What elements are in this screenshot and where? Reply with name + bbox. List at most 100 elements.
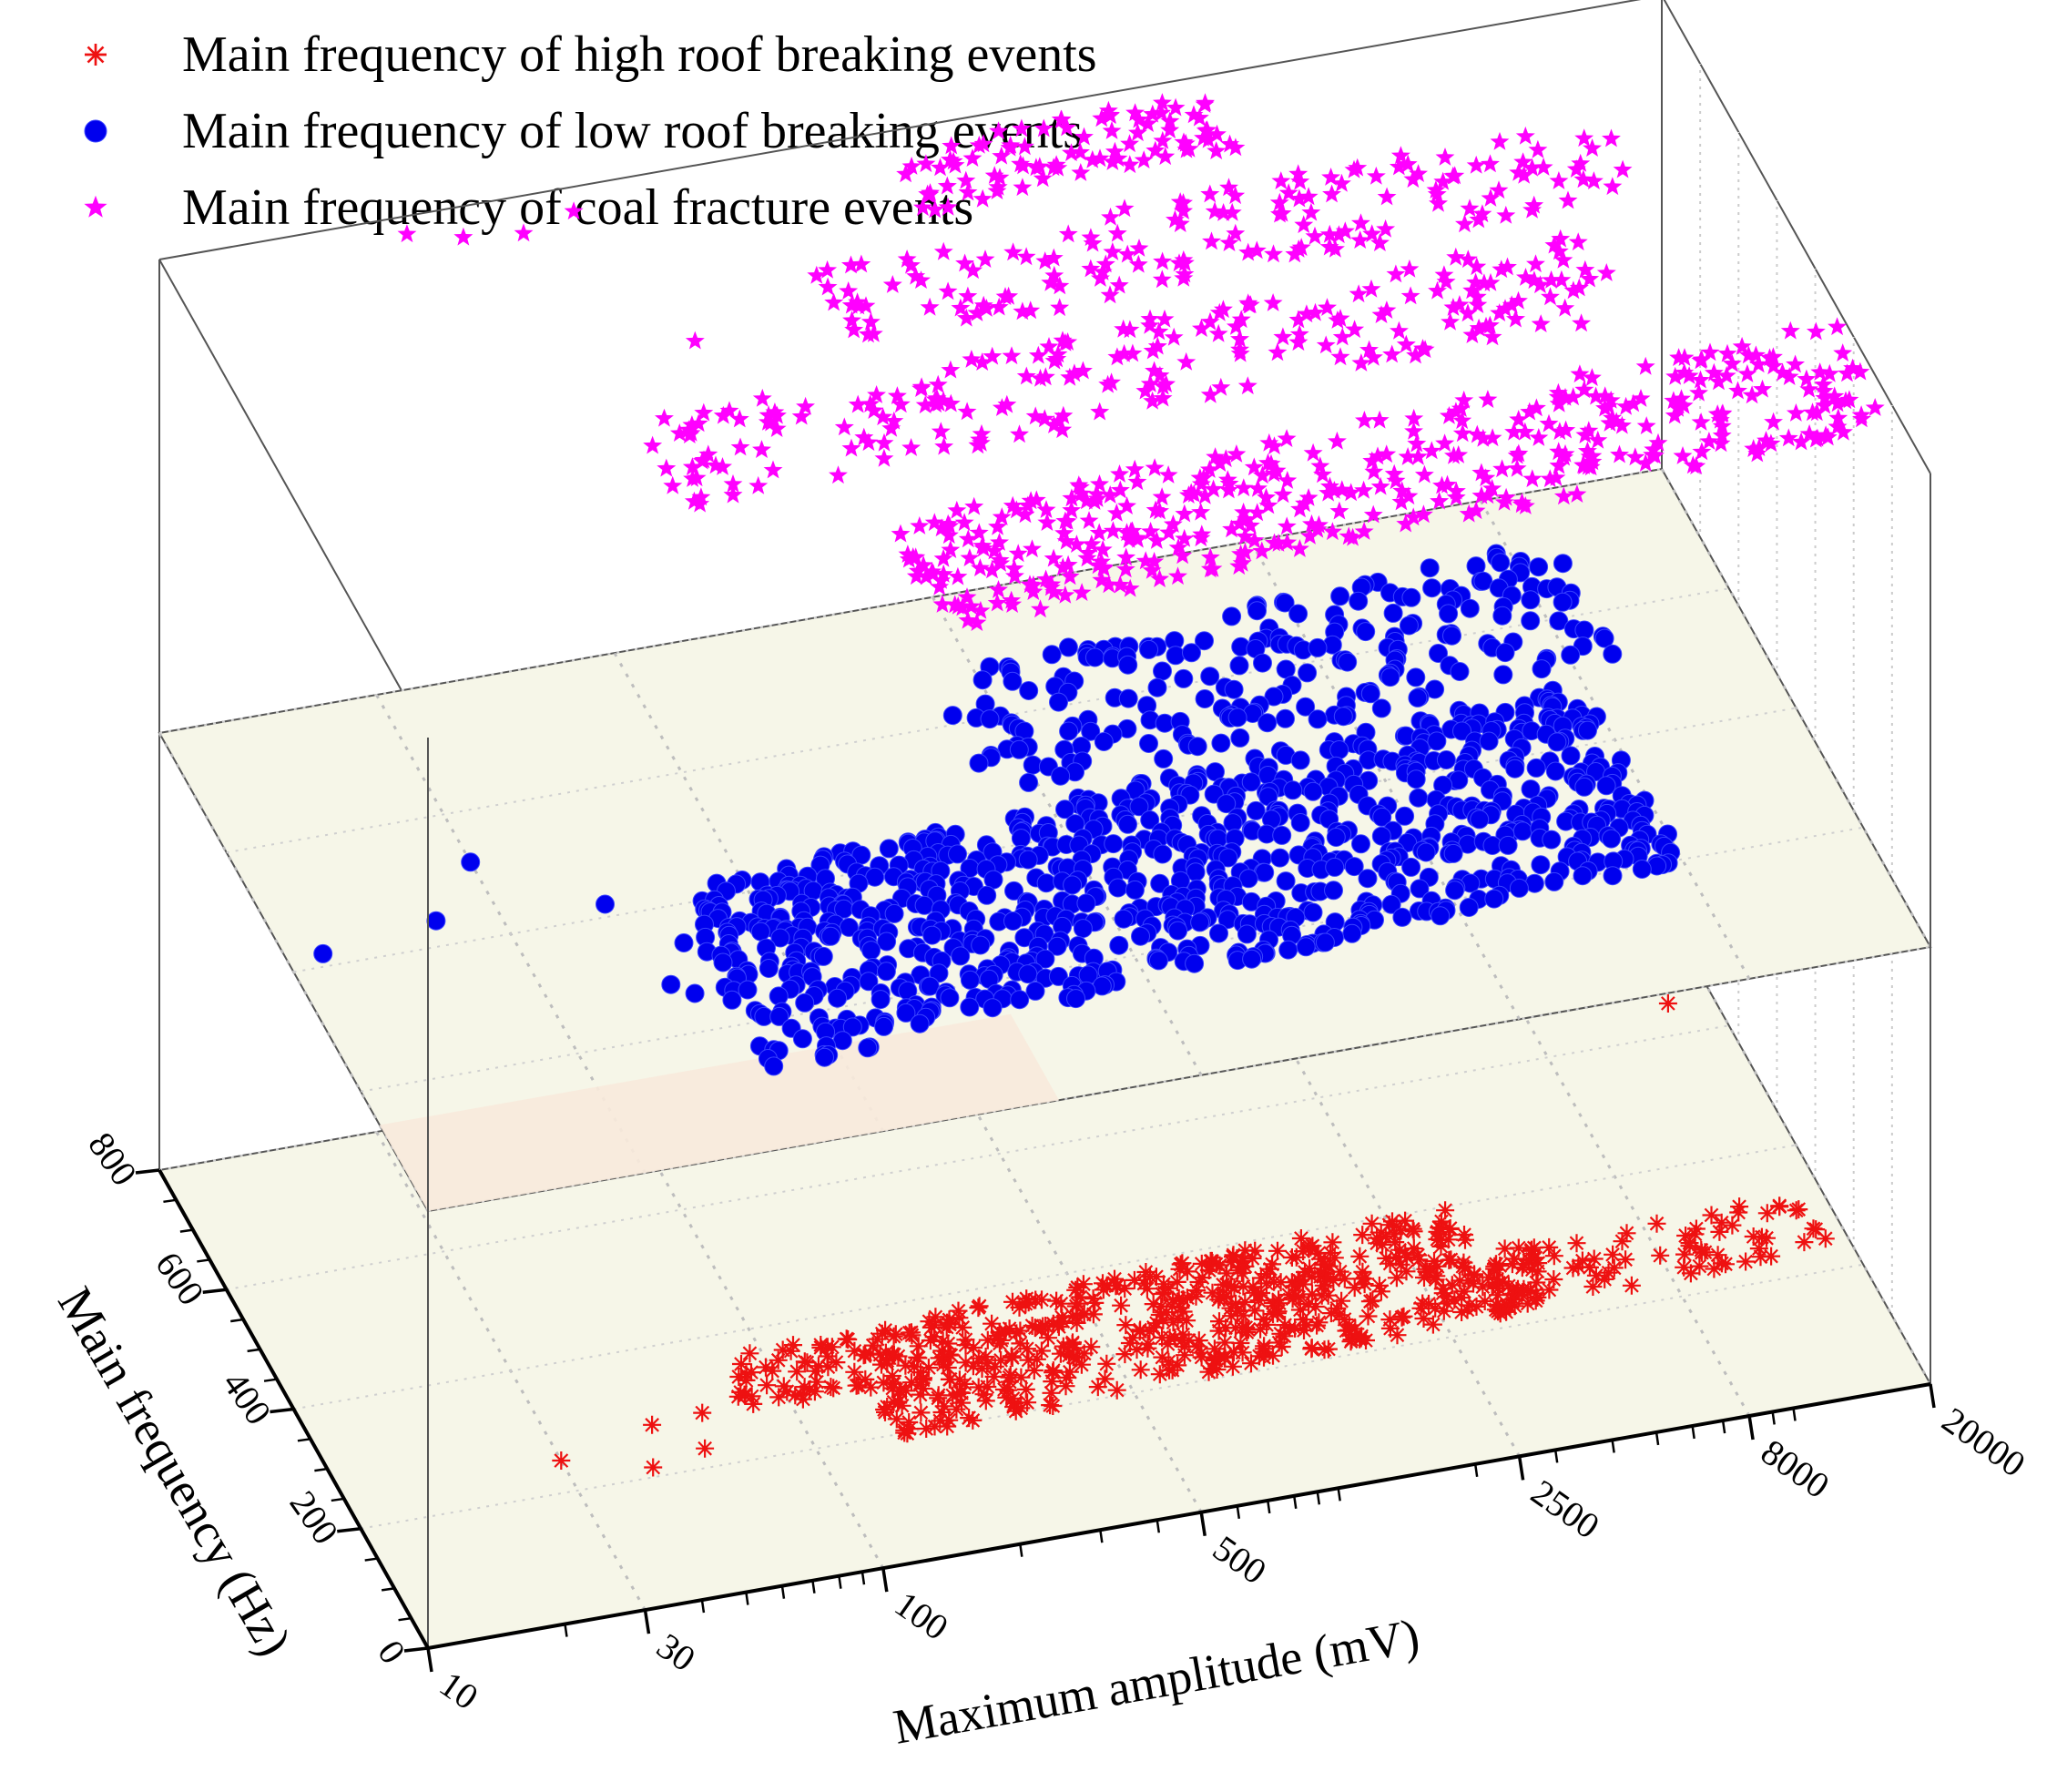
- data-point: [1257, 487, 1276, 506]
- data-point: [992, 1330, 1011, 1349]
- data-point: [1263, 1255, 1282, 1274]
- data-point: [1466, 272, 1486, 291]
- data-point: [930, 1349, 949, 1368]
- data-point: [1290, 499, 1309, 518]
- data-point: [1294, 1275, 1312, 1294]
- data-point: [971, 558, 990, 576]
- data-point: [1044, 351, 1064, 370]
- data-point: [1574, 620, 1594, 640]
- grid-line: [1479, 500, 1751, 980]
- data-point: [1294, 215, 1314, 234]
- data-point: [896, 164, 916, 183]
- x-tick-label: 8000: [1754, 1431, 1837, 1506]
- data-point: [1199, 1261, 1218, 1279]
- data-point: [1268, 342, 1288, 361]
- data-point: [1504, 1249, 1523, 1268]
- x-major-tick: [426, 1647, 433, 1673]
- data-point: [1127, 1340, 1146, 1359]
- data-point: [1243, 1248, 1262, 1268]
- data-point: [883, 1379, 902, 1398]
- data-point: [1298, 488, 1319, 506]
- data-point: [932, 1341, 952, 1360]
- data-point: [1753, 379, 1772, 398]
- data-point: [1066, 1297, 1085, 1316]
- data-point: [1810, 362, 1830, 381]
- data-point: [1383, 603, 1403, 623]
- data-point: [1409, 164, 1428, 182]
- data-point: [1761, 433, 1781, 453]
- data-point: [1561, 645, 1581, 665]
- data-point: [1325, 239, 1345, 258]
- data-point: [1099, 575, 1119, 594]
- data-point: [921, 1331, 940, 1350]
- data-point: [1404, 1222, 1423, 1241]
- data-point: [1529, 557, 1549, 577]
- data-point: [1466, 501, 1486, 520]
- data-point: [1552, 270, 1572, 289]
- data-point: [1397, 1262, 1416, 1281]
- data-point: [1390, 1240, 1410, 1259]
- data-point: [1521, 611, 1541, 631]
- data-point: [1333, 707, 1353, 727]
- data-point: [1324, 881, 1343, 901]
- data-point: [1255, 1348, 1273, 1367]
- data-point: [1757, 1204, 1777, 1223]
- data-point: [1071, 163, 1091, 181]
- data-point: [1308, 1316, 1327, 1335]
- x-tick-label: 100: [888, 1583, 956, 1648]
- data-point: [1494, 492, 1514, 511]
- data-point: [1583, 138, 1602, 157]
- data-point: [960, 970, 980, 990]
- data-point: [1343, 527, 1362, 546]
- data-point: [911, 270, 931, 289]
- data-point: [934, 1397, 953, 1416]
- data-point: [1166, 97, 1186, 117]
- data-point: [1458, 303, 1478, 322]
- data-point: [1712, 404, 1732, 423]
- data-point: [915, 395, 935, 414]
- data-point: [969, 523, 989, 542]
- data-point: [1647, 1214, 1666, 1233]
- data-point: [1031, 368, 1050, 387]
- data-point: [1261, 453, 1281, 473]
- data-point: [1814, 381, 1834, 400]
- data-point: [1490, 303, 1510, 321]
- data-point: [1390, 321, 1409, 340]
- data-point: [685, 983, 705, 1003]
- data-point: [1596, 263, 1616, 281]
- data-point: [1455, 1258, 1474, 1278]
- data-point: [1091, 269, 1110, 287]
- data-point: [1016, 247, 1036, 266]
- data-point: [899, 549, 919, 568]
- data-point: [1076, 893, 1096, 913]
- data-point: [1166, 646, 1186, 666]
- data-point: [941, 540, 961, 558]
- x-minor-tick: [700, 1599, 706, 1614]
- data-point: [643, 1415, 662, 1434]
- data-point: [1062, 500, 1082, 519]
- data-point: [1828, 317, 1848, 336]
- data-point: [1120, 320, 1140, 339]
- frame-edge: [158, 259, 429, 738]
- data-point: [1100, 285, 1120, 304]
- data-point: [769, 1350, 788, 1369]
- data-point: [906, 266, 926, 285]
- data-point: [1200, 384, 1220, 403]
- data-point: [876, 962, 896, 982]
- data-point: [1211, 377, 1231, 396]
- data-point: [988, 1329, 1007, 1349]
- data-point: [1478, 485, 1498, 504]
- data-point: [956, 1353, 975, 1372]
- data-point: [1258, 495, 1278, 514]
- data-point: [972, 423, 992, 443]
- x-minor-tick: [811, 1580, 816, 1593]
- data-point: [1443, 843, 1463, 863]
- data-point: [1263, 293, 1283, 311]
- data-point: [951, 946, 971, 966]
- x-tick-label: 2500: [1523, 1471, 1606, 1547]
- data-point: [1371, 1282, 1390, 1301]
- data-point: [1482, 327, 1502, 346]
- data-point: [1350, 230, 1370, 249]
- data-point: [859, 433, 879, 452]
- data-point: [1737, 364, 1757, 382]
